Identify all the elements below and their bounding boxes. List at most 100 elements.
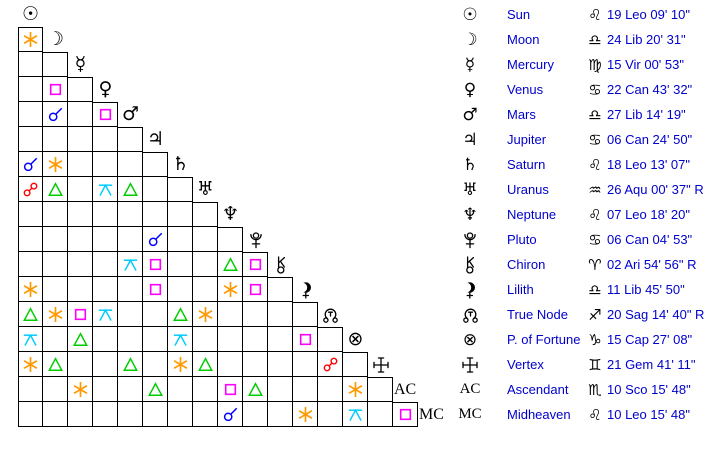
grid-true-node-label (318, 302, 343, 327)
aspect-cell-ascendant-neptune (218, 377, 243, 402)
trine-icon (172, 306, 188, 322)
aspect-cell-pluto-uranus (193, 227, 218, 252)
neptune-icon: ♆ (462, 204, 478, 225)
grid-chiron-label (268, 252, 293, 277)
aspect-cell-ascendant-jupiter (143, 377, 168, 402)
aspect-cell-midheaven-moon (43, 402, 68, 427)
quincunx-icon (98, 182, 113, 197)
moon-icon: ☽ (462, 29, 478, 50)
aspect-cell-neptune-mars (118, 202, 143, 227)
aspect-cell-lilith-uranus (193, 277, 218, 302)
aspect-cell-neptune-jupiter (143, 202, 168, 227)
sextile-icon (73, 381, 88, 397)
aspect-cell-uranus-mars (118, 177, 143, 202)
true-node-icon (321, 306, 340, 324)
aspect-cell-pluto-sun (18, 227, 43, 252)
aspect-cell-vertex-venus (93, 352, 118, 377)
planet-position: 10 Leo 15' 48" (607, 407, 691, 422)
planet-row-mercury: ☿ Mercury ♍ 15 Vir 00' 53" (455, 52, 705, 77)
aspect-cell-mars-mercury (68, 102, 93, 127)
jupiter-icon: ♃ (146, 128, 165, 150)
neptune-icon: ♆ (221, 203, 240, 225)
aspect-cell-jupiter-mars (118, 127, 143, 152)
aspect-cell-ascendant-vertex (368, 377, 393, 402)
aspect-cell-midheaven-pluto (243, 402, 268, 427)
aspect-cell-mars-sun (18, 102, 43, 127)
planet-position: 02 Ari 54' 56" R (607, 257, 697, 272)
planet-row-vertex: Vertex ♊ 21 Gem 41' 11" (455, 352, 705, 377)
planet-row-saturn: ♄ Saturn ♌ 18 Leo 13' 07" (455, 152, 705, 177)
planet-position: 19 Leo 09' 10" (607, 7, 691, 22)
aspect-cell-mercury-moon (43, 52, 68, 77)
grid-pluto-label (243, 227, 268, 252)
trine-icon (122, 356, 138, 372)
libra-icon: ♎ (588, 30, 602, 49)
aspect-cell-true-node-moon (43, 302, 68, 327)
grid-sun-label: ☉ (18, 2, 43, 27)
capricorn-icon: ♑ (588, 330, 602, 349)
aspect-cell-chiron-moon (43, 252, 68, 277)
aspect-cell-chiron-mars (118, 252, 143, 277)
aspect-cell-p-of-fortune-pluto (243, 327, 268, 352)
aspect-cell-mars-moon (43, 102, 68, 127)
aspect-cell-ascendant-mercury (68, 377, 93, 402)
aspect-cell-p-of-fortune-neptune (218, 327, 243, 352)
true-node-icon (457, 302, 483, 327)
aspect-cell-midheaven-mars (118, 402, 143, 427)
aspect-cell-saturn-mercury (68, 152, 93, 177)
aspect-cell-venus-moon (43, 77, 68, 102)
aspect-cell-vertex-saturn (168, 352, 193, 377)
planet-position: 15 Vir 00' 53" (607, 57, 684, 72)
opposition-icon (323, 357, 338, 372)
aspect-cell-lilith-mercury (68, 277, 93, 302)
aspect-cell-mercury-sun (18, 52, 43, 77)
part-of-fortune-icon: ⊗ (347, 328, 364, 350)
aspect-cell-p-of-fortune-mercury (68, 327, 93, 352)
planet-row-moon: ☽ Moon ♎ 24 Lib 20' 31" (455, 27, 705, 52)
aspect-cell-p-of-fortune-moon (43, 327, 68, 352)
aspect-cell-midheaven-vertex (368, 402, 393, 427)
cancer-icon: ♋ (588, 130, 602, 149)
square-icon (248, 257, 263, 272)
cancer-icon: ♋ (588, 230, 602, 249)
quincunx-icon (173, 332, 188, 347)
planet-name: Chiron (507, 257, 546, 272)
trine-icon (222, 256, 238, 272)
aspect-cell-lilith-saturn (168, 277, 193, 302)
aspect-cell-uranus-sun (18, 177, 43, 202)
aspect-cell-vertex-moon (43, 352, 68, 377)
aspect-cell-saturn-venus (93, 152, 118, 177)
aspect-cell-saturn-jupiter (143, 152, 168, 177)
conjunction-icon (148, 232, 163, 247)
planet-position: 27 Lib 14' 19" (607, 107, 686, 122)
leo-icon: ♌ (588, 155, 602, 174)
aspect-cell-ascendant-saturn (168, 377, 193, 402)
planet-name: Vertex (507, 357, 544, 372)
leo-icon: ♌ (588, 205, 602, 224)
aspect-cell-chiron-neptune (218, 252, 243, 277)
aspect-cell-lilith-neptune (218, 277, 243, 302)
aspect-cell-uranus-mercury (68, 177, 93, 202)
aspect-cell-chiron-pluto (243, 252, 268, 277)
planet-row-jupiter: ♃ Jupiter ♋ 06 Can 24' 50" (455, 127, 705, 152)
square-icon (148, 282, 163, 297)
aspect-cell-true-node-venus (93, 302, 118, 327)
uranus-icon: ♅ (462, 179, 478, 200)
midheaven-icon: MC (458, 406, 482, 422)
quincunx-icon (348, 407, 363, 422)
planet-row-midheaven: MC Midheaven ♌ 10 Leo 15' 48" (455, 402, 705, 427)
sextile-icon (23, 356, 38, 372)
aspect-cell-uranus-saturn (168, 177, 193, 202)
planet-name: Neptune (507, 207, 557, 222)
aspect-cell-saturn-moon (43, 152, 68, 177)
libra-icon: ♎ (588, 105, 602, 124)
aspect-cell-chiron-mercury (68, 252, 93, 277)
aspect-cell-midheaven-p-of-fortune (343, 402, 368, 427)
aspect-cell-midheaven-venus (93, 402, 118, 427)
square-icon (48, 82, 63, 97)
sun-icon: ☉ (21, 3, 40, 25)
grid-venus-label: ♀ (93, 77, 118, 102)
lilith-icon (296, 281, 315, 299)
mercury-icon: ☿ (74, 53, 87, 75)
scorpio-icon: ♏ (588, 380, 602, 399)
